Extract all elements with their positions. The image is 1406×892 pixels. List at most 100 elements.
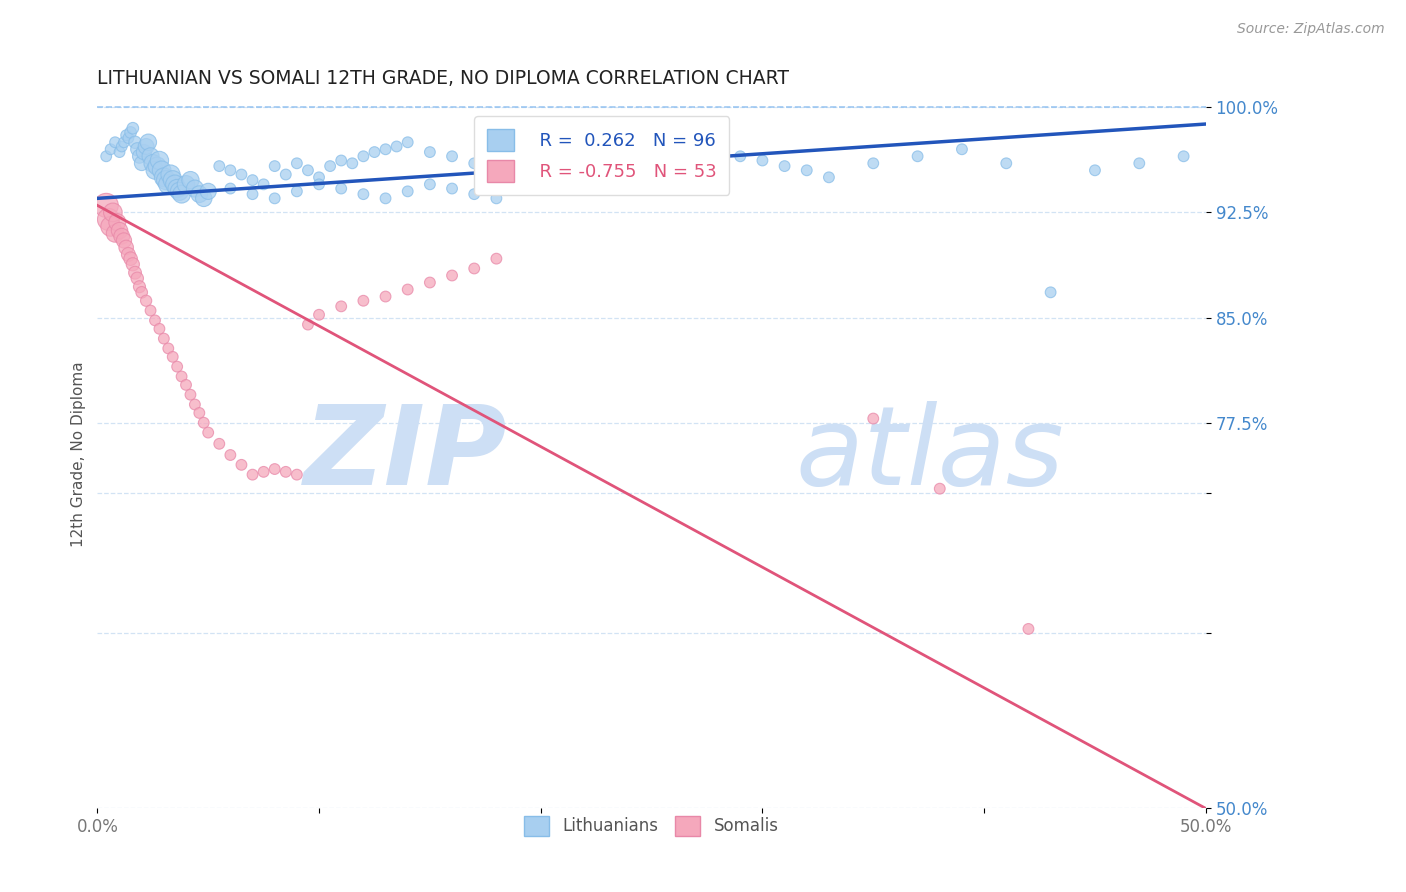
Point	[162, 173, 184, 187]
Point	[115, 128, 138, 143]
Point	[574, 163, 596, 178]
Point	[773, 159, 796, 173]
Point	[862, 156, 884, 170]
Point	[146, 159, 169, 173]
Point	[363, 145, 385, 159]
Point	[157, 342, 180, 356]
Point	[138, 135, 160, 149]
Point	[197, 425, 219, 440]
Point	[219, 181, 242, 195]
Text: Source: ZipAtlas.com: Source: ZipAtlas.com	[1237, 22, 1385, 37]
Point	[153, 332, 176, 346]
Point	[242, 173, 264, 187]
Point	[252, 178, 274, 192]
Point	[274, 168, 297, 182]
Point	[120, 252, 142, 266]
Point	[148, 322, 170, 336]
Point	[117, 247, 139, 261]
Point	[157, 178, 180, 192]
Point	[596, 168, 619, 182]
Point	[143, 313, 166, 327]
Point	[907, 149, 929, 163]
Point	[111, 229, 134, 244]
Point	[374, 191, 396, 205]
Point	[263, 159, 285, 173]
Point	[485, 159, 508, 173]
Point	[120, 125, 142, 139]
Point	[193, 191, 215, 205]
Point	[208, 437, 231, 451]
Point	[188, 406, 211, 420]
Point	[128, 279, 150, 293]
Point	[330, 181, 353, 195]
Point	[108, 145, 131, 159]
Point	[170, 187, 193, 202]
Point	[274, 465, 297, 479]
Point	[121, 121, 143, 136]
Point	[441, 268, 464, 283]
Point	[115, 240, 138, 254]
Point	[148, 153, 170, 168]
Point	[105, 215, 128, 229]
Point	[950, 142, 973, 156]
Point	[308, 308, 330, 322]
Point	[162, 350, 184, 364]
Point	[707, 156, 730, 170]
Point	[127, 142, 149, 156]
Point	[551, 159, 574, 173]
Point	[135, 293, 157, 308]
Point	[263, 191, 285, 205]
Point	[131, 156, 153, 170]
Point	[319, 159, 342, 173]
Point	[100, 142, 122, 156]
Point	[142, 156, 165, 170]
Point	[862, 411, 884, 425]
Point	[352, 293, 374, 308]
Point	[132, 145, 155, 159]
Point	[396, 283, 419, 297]
Point	[127, 271, 149, 285]
Text: ZIP: ZIP	[304, 401, 508, 508]
Point	[179, 173, 201, 187]
Point	[995, 156, 1018, 170]
Y-axis label: 12th Grade, No Diploma: 12th Grade, No Diploma	[72, 361, 86, 547]
Point	[169, 185, 191, 199]
Point	[441, 181, 464, 195]
Point	[928, 482, 950, 496]
Point	[184, 181, 207, 195]
Point	[640, 153, 662, 168]
Point	[1017, 622, 1039, 636]
Point	[143, 163, 166, 178]
Point	[193, 416, 215, 430]
Point	[170, 369, 193, 384]
Point	[330, 153, 353, 168]
Point	[419, 178, 441, 192]
Point	[139, 303, 162, 318]
Point	[396, 135, 419, 149]
Text: LITHUANIAN VS SOMALI 12TH GRADE, NO DIPLOMA CORRELATION CHART: LITHUANIAN VS SOMALI 12TH GRADE, NO DIPL…	[97, 69, 789, 87]
Point	[285, 185, 308, 199]
Point	[463, 156, 485, 170]
Point	[1039, 285, 1062, 300]
Point	[352, 149, 374, 163]
Point	[96, 149, 118, 163]
Point	[111, 139, 134, 153]
Point	[184, 398, 207, 412]
Point	[197, 185, 219, 199]
Point	[174, 178, 197, 192]
Point	[108, 224, 131, 238]
Point	[124, 266, 146, 280]
Point	[330, 299, 353, 313]
Point	[135, 139, 157, 153]
Point	[530, 153, 553, 168]
Point	[342, 156, 364, 170]
Point	[242, 467, 264, 482]
Point	[139, 149, 162, 163]
Point	[174, 377, 197, 392]
Point	[96, 198, 118, 212]
Point	[97, 212, 120, 227]
Point	[155, 173, 177, 187]
Point	[463, 261, 485, 276]
Point	[1173, 149, 1195, 163]
Point	[166, 181, 188, 195]
